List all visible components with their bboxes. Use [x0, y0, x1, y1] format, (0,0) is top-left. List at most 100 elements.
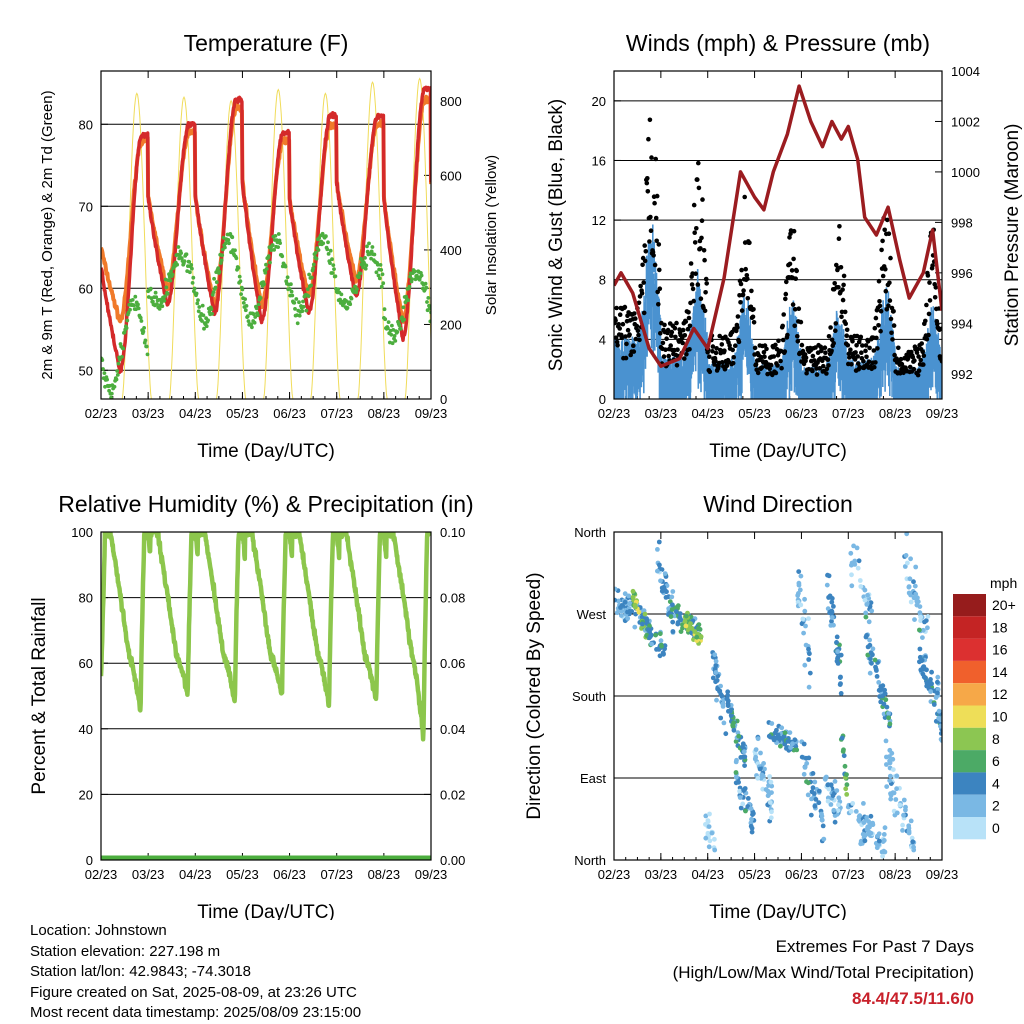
td-point — [386, 326, 390, 331]
solar-series — [121, 77, 431, 399]
direction-point — [767, 774, 772, 779]
wind_direction-xlabel: Time (Day/UTC) — [709, 902, 847, 920]
direction-point — [925, 614, 931, 619]
direction-point — [900, 822, 905, 828]
gust-point — [739, 308, 745, 313]
direction-point — [835, 649, 840, 654]
direction-point — [834, 640, 839, 645]
y-tick-label: 60 — [79, 281, 93, 296]
gust-point — [617, 326, 622, 331]
gust-point — [741, 288, 746, 293]
direction-point — [911, 579, 916, 585]
x-tick-label: 08/23 — [368, 406, 401, 421]
gust-point — [848, 347, 853, 353]
direction-point — [920, 627, 926, 633]
direction-point — [805, 792, 811, 798]
gust-point — [798, 319, 804, 325]
td-point — [354, 290, 359, 295]
gust-point — [687, 347, 692, 352]
td-point — [328, 261, 332, 265]
gust-point — [773, 370, 779, 376]
direction-point — [906, 830, 912, 836]
wind-ylabel-left: Sonic Wind & Gust (Blue, Black) — [546, 99, 567, 371]
extremes-block: Extremes For Past 7 Days (High/Low/Max W… — [673, 934, 974, 1012]
td-point — [253, 315, 258, 319]
direction-point — [632, 624, 638, 630]
direction-point — [640, 621, 645, 627]
direction-point — [618, 605, 623, 610]
direction-point — [821, 836, 827, 842]
td-point — [236, 266, 241, 270]
td-point — [168, 278, 173, 283]
direction-point — [807, 651, 812, 657]
direction-point — [627, 601, 633, 607]
gust-point — [854, 343, 859, 348]
direction-point — [801, 771, 807, 777]
direction-point — [768, 779, 774, 785]
gust-point — [918, 357, 923, 363]
y-right-tick-label: 996 — [951, 266, 973, 281]
direction-point — [792, 737, 798, 743]
direction-point — [933, 695, 939, 700]
gust-point — [858, 334, 864, 340]
direction-point — [668, 614, 674, 619]
td-point — [216, 266, 221, 270]
td-point — [264, 267, 269, 271]
direction-point — [657, 631, 663, 637]
direction-point — [766, 783, 771, 788]
direction-point — [918, 667, 924, 673]
direction-point — [707, 838, 713, 844]
direction-point — [935, 674, 941, 680]
gust-point — [778, 358, 783, 364]
gust-point — [707, 369, 713, 375]
direction-point — [733, 774, 739, 780]
y-right-tick-label: 0.10 — [440, 525, 465, 540]
gust-point — [714, 346, 719, 351]
direction-point — [725, 689, 731, 695]
direction-point — [888, 796, 894, 802]
legend-swatch — [953, 772, 986, 795]
direction-point — [887, 778, 893, 783]
gust-point — [832, 281, 837, 286]
gust-point — [646, 136, 651, 142]
direction-point — [733, 739, 739, 744]
direction-point — [929, 669, 934, 675]
td-point — [295, 321, 300, 326]
gust-point — [914, 350, 920, 355]
td-point — [304, 308, 309, 313]
td-point — [191, 275, 196, 280]
gust-point — [767, 366, 772, 372]
direction-point — [801, 741, 807, 747]
td-point — [154, 295, 159, 299]
elevation-text: Station elevation: 227.198 m — [30, 942, 221, 960]
td-point — [241, 301, 246, 305]
gust-point — [824, 371, 829, 376]
gust-point — [669, 333, 674, 339]
y-tick-label: West — [577, 607, 607, 622]
td-point — [115, 369, 120, 373]
direction-point — [753, 747, 759, 752]
gust-point — [876, 278, 882, 284]
y-tick-label: East — [580, 771, 606, 786]
direction-point — [902, 564, 908, 569]
td-point — [355, 287, 359, 291]
td-point — [376, 273, 381, 278]
direction-point — [721, 720, 727, 726]
gust-point — [836, 236, 842, 241]
td-point — [136, 306, 141, 311]
direction-point — [858, 584, 864, 589]
direction-point — [723, 731, 729, 737]
td-point — [101, 367, 105, 371]
td-point — [136, 302, 140, 307]
td-point — [250, 325, 254, 330]
legend-label: 18 — [992, 619, 1008, 635]
legend-swatch — [953, 817, 986, 840]
gust-point — [759, 365, 765, 370]
gust-point — [787, 235, 792, 240]
td-point — [101, 358, 105, 362]
td-point — [262, 282, 266, 287]
direction-point — [810, 771, 816, 776]
gust-point — [907, 364, 913, 370]
direction-point — [768, 815, 774, 821]
direction-point — [804, 761, 810, 766]
